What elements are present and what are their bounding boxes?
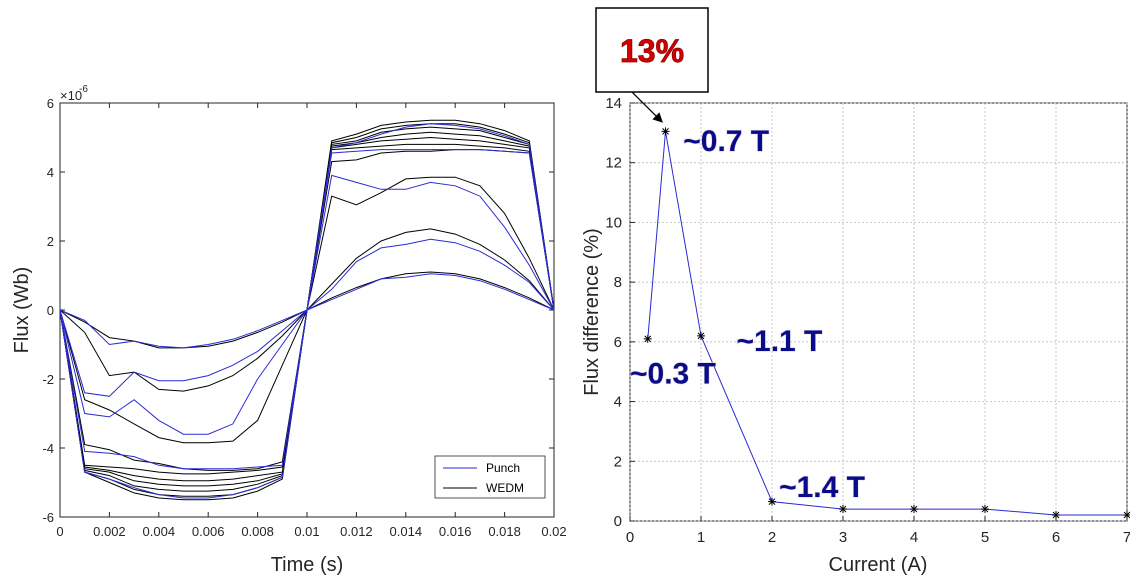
left-y-tick-label: -6: [42, 510, 54, 525]
left-x-tick-label: 0.002: [93, 524, 126, 539]
left-y-tick-label: 4: [47, 165, 54, 180]
right-x-axis-label: Current (A): [829, 554, 928, 576]
left-y-exponent-base: ×10: [60, 88, 82, 103]
right-annotations: ~0.7 T ~1.1 T ~0.3 T ~1.4 T: [629, 124, 865, 505]
marker-stroke: [910, 505, 918, 513]
left-x-tick-label: 0.008: [241, 524, 274, 539]
right-x-tick-label: 3: [839, 529, 847, 546]
left-y-tick-label: -4: [42, 441, 54, 456]
marker-stroke: [981, 505, 989, 513]
data-point-marker: [910, 505, 918, 514]
annotation-label: ~1.4 T: [779, 471, 865, 504]
right-x-tick-label: 7: [1123, 529, 1130, 546]
left-x-tick-label: 0.018: [488, 524, 521, 539]
legend-wedm-label: WEDM: [486, 481, 524, 495]
annotation-label: ~1.1 T: [737, 325, 823, 358]
right-x-tick-label: 2: [768, 529, 776, 546]
legend-punch-label: Punch: [486, 461, 520, 475]
right-series: [643, 127, 1130, 520]
left-y-exponent-power: -6: [79, 84, 88, 95]
marker-stroke: [644, 335, 652, 343]
marker-stroke: [662, 128, 669, 135]
right-y-tick-label: 0: [614, 513, 622, 530]
left-x-tick-label: 0.01: [294, 524, 319, 539]
callout-box: [595, 7, 709, 93]
left-y-tick-label: 2: [47, 234, 54, 249]
data-point-marker: [1123, 511, 1130, 520]
right-y-tick-label: 12: [605, 155, 622, 172]
left-x-tick-label: 0.02: [541, 524, 566, 539]
left-y-tick-label: -2: [42, 372, 54, 387]
right-x-tick-label: 1: [697, 529, 705, 546]
data-point-marker: [981, 505, 989, 514]
left-ticks: 0 0.002 0.004 0.006 0.008 0.01 0.012 0.014 0.016…: [42, 96, 566, 539]
left-x-tick-label: 0: [56, 524, 63, 539]
right-x-tick-label: 4: [910, 529, 918, 546]
punch-curve: [59, 123, 555, 499]
marker-stroke: [1123, 511, 1130, 519]
right-y-tick-label: 4: [614, 394, 622, 411]
callout: 13%: [595, 7, 709, 123]
left-x-tick-label: 0.014: [390, 524, 423, 539]
left-y-tick-label: 0: [47, 303, 54, 318]
data-point-marker: [1052, 511, 1060, 520]
data-point-marker: [697, 331, 705, 340]
right-x-tick-label: 0: [626, 529, 634, 546]
right-y-axis-label: Flux difference (%): [581, 228, 603, 395]
left-y-tick-label: 6: [47, 96, 54, 111]
legend-box: [434, 455, 546, 499]
right-y-tick-label: 8: [614, 274, 622, 291]
left-series-lines: [59, 119, 555, 501]
marker-stroke: [1052, 511, 1060, 519]
marker-stroke: [768, 498, 776, 505]
right-grid: [629, 102, 1128, 522]
right-plot-area: [629, 102, 1128, 522]
left-x-tick-label: 0.016: [439, 524, 472, 539]
left-y-axis-label: Flux (Wb): [11, 267, 33, 354]
right-y-tick-label: 14: [605, 95, 622, 112]
callout-text: 13%: [620, 33, 684, 69]
data-point-marker: [768, 497, 776, 506]
left-x-axis-label: Time (s): [271, 554, 344, 576]
right-x-tick-label: 5: [981, 529, 989, 546]
annotation-label: ~0.3 T: [630, 358, 716, 391]
right-x-tick-label: 6: [1052, 529, 1060, 546]
marker-stroke: [839, 505, 847, 513]
left-x-tick-label: 0.006: [192, 524, 225, 539]
left-legend: Punch WEDM: [434, 455, 546, 499]
right-y-tick-label: 10: [605, 214, 622, 231]
data-point-marker: [643, 334, 652, 343]
left-flux-plot: 0 0.002 0.004 0.006 0.008 0.01 0.012 0.014 0.016…: [11, 84, 567, 576]
left-x-tick-label: 0.012: [340, 524, 373, 539]
data-point-marker: [661, 127, 670, 136]
right-y-tick-label: 6: [614, 334, 622, 351]
left-x-tick-label: 0.004: [143, 524, 176, 539]
data-point-marker: [839, 505, 847, 514]
callout-arrow: [631, 91, 663, 123]
right-y-tick-label: 2: [614, 453, 622, 470]
annotation-label: ~0.7 T: [683, 125, 769, 158]
marker-stroke: [697, 332, 705, 340]
